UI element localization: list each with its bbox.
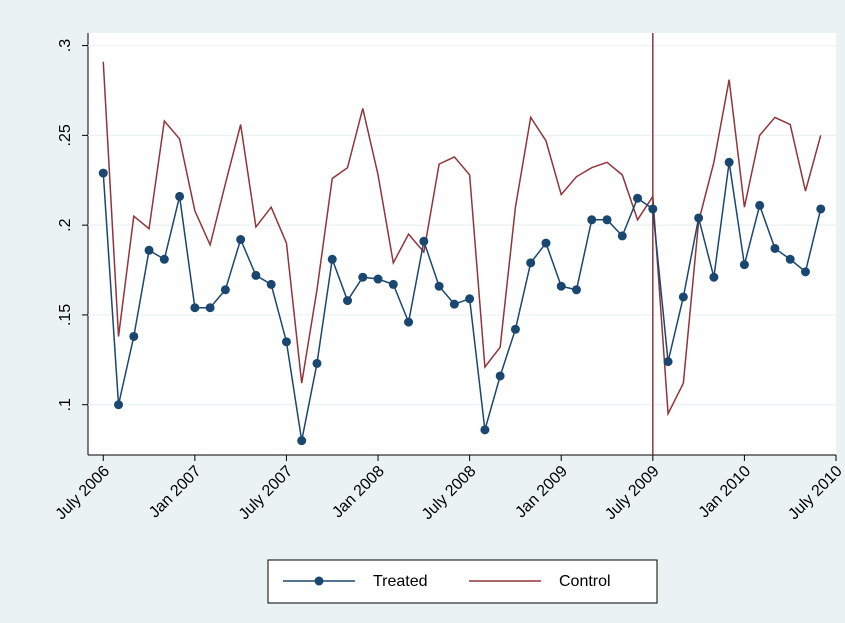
data-point: [587, 215, 597, 225]
data-point: [571, 285, 581, 295]
data-point: [205, 303, 215, 313]
data-point: [785, 254, 795, 264]
data-point: [159, 254, 169, 264]
data-point: [739, 260, 749, 270]
data-point: [465, 294, 475, 304]
y-tick-label: .25: [57, 124, 74, 146]
data-point: [373, 274, 383, 284]
data-point: [251, 270, 261, 280]
data-point: [175, 191, 185, 201]
data-point: [755, 200, 765, 210]
data-point: [144, 245, 154, 255]
data-point: [663, 357, 673, 367]
data-point: [358, 272, 368, 282]
data-point: [388, 279, 398, 289]
data-point: [114, 400, 124, 410]
data-point: [220, 285, 230, 295]
data-point: [648, 204, 658, 214]
data-point: [297, 436, 307, 446]
data-point: [434, 281, 444, 291]
data-point: [419, 236, 429, 246]
y-tick-label: .2: [57, 218, 74, 231]
data-point: [449, 299, 459, 309]
data-point: [404, 317, 414, 327]
legend-marker: [314, 576, 324, 586]
data-point: [236, 235, 246, 245]
legend-label: Control: [559, 573, 611, 590]
data-point: [709, 272, 719, 282]
data-point: [770, 243, 780, 253]
data-point: [541, 238, 551, 248]
data-point: [526, 258, 536, 268]
data-point: [129, 331, 139, 341]
legend: Treated Control: [267, 559, 658, 604]
data-point: [190, 303, 200, 313]
data-point: [281, 337, 291, 347]
data-point: [266, 279, 276, 289]
data-point: [617, 231, 627, 241]
y-tick-label: .1: [57, 398, 74, 411]
plot-area: [88, 33, 836, 455]
data-point: [800, 267, 810, 277]
data-point: [510, 324, 520, 334]
data-point: [343, 296, 353, 306]
y-tick-label: .15: [57, 304, 74, 326]
data-point: [327, 254, 337, 264]
data-point: [602, 215, 612, 225]
data-point: [633, 193, 643, 203]
data-point: [724, 157, 734, 167]
data-point: [495, 371, 505, 381]
y-tick-label: .3: [57, 39, 74, 52]
legend-label: Treated: [373, 573, 428, 590]
data-point: [556, 281, 566, 291]
data-point: [694, 213, 704, 223]
data-point: [480, 425, 490, 435]
data-point: [312, 358, 322, 368]
data-point: [816, 204, 826, 214]
series-line: [102, 61, 822, 417]
data-point: [678, 292, 688, 302]
data-point: [98, 168, 108, 178]
